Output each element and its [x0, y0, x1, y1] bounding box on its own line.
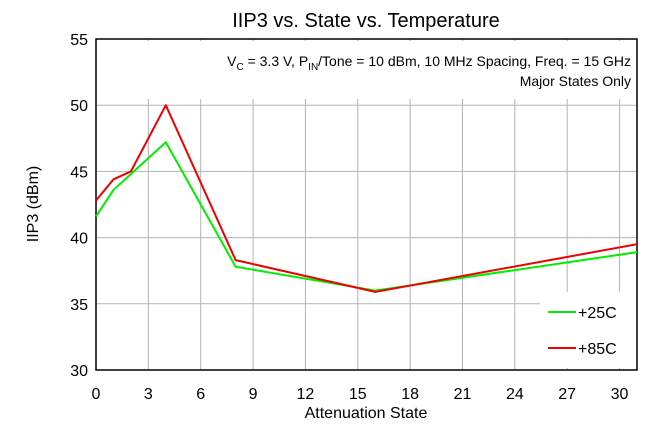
x-tick-label: 3 — [144, 386, 153, 403]
series-lines — [95, 104, 638, 293]
x-tick-label: 9 — [249, 386, 258, 403]
legend-label: +25C — [578, 305, 617, 322]
x-tick-label: 30 — [611, 386, 629, 403]
legend-background — [540, 292, 636, 368]
x-tick-label: 0 — [92, 386, 101, 403]
x-tick-label: 18 — [401, 386, 419, 403]
y-tick-label: 35 — [70, 297, 88, 314]
series-line-85c — [95, 104, 638, 293]
annotation-text: V — [227, 53, 237, 69]
annotation-subscript: C — [236, 62, 243, 73]
y-tick-label: 40 — [70, 231, 88, 248]
annotation-text: /Tone = 10 dBm, 10 MHz Spacing, Freq. = … — [318, 53, 631, 69]
y-tick-label: 45 — [70, 164, 88, 181]
annotation-background — [98, 41, 635, 99]
y-tick-label: 30 — [70, 363, 88, 380]
y-axis-label: IIP3 (dBm) — [25, 166, 42, 242]
x-axis-label: Attenuation State — [305, 405, 428, 422]
conditions-annotation: VC = 3.3 V, PIN/Tone = 10 dBm, 10 MHz Sp… — [227, 53, 631, 73]
annotation-text: = 3.3 V, P — [244, 53, 308, 69]
states-annotation: Major States Only — [520, 73, 631, 89]
x-tick-label: 21 — [454, 386, 472, 403]
x-tick-label: 6 — [196, 386, 205, 403]
x-tick-label: 15 — [349, 386, 367, 403]
grid — [96, 39, 637, 370]
axis-ticks: 0 3 6 9 12 15 18 21 24 27 30 30 35 40 45 50 55 — [70, 32, 628, 403]
x-tick-label: 12 — [297, 386, 315, 403]
y-tick-label: 50 — [70, 98, 88, 115]
y-tick-label: 55 — [70, 32, 88, 49]
x-tick-label: 24 — [506, 386, 524, 403]
annotation-subscript: IN — [308, 62, 318, 73]
x-tick-label: 27 — [558, 386, 576, 403]
chart-title: IIP3 vs. State vs. Temperature — [232, 10, 500, 32]
plot-area — [95, 38, 638, 371]
legend-label: +85C — [578, 341, 617, 358]
legend: +25C +85C — [540, 292, 636, 368]
series-line-25c — [95, 141, 638, 292]
